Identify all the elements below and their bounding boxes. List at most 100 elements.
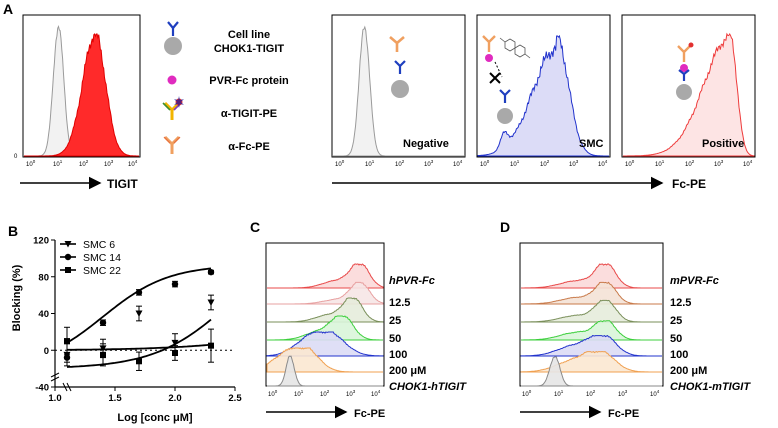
xtick-base: 10	[522, 392, 529, 398]
xtick-base: 10	[294, 392, 301, 398]
ridge-curve-3	[521, 320, 662, 341]
xtick-base: 10	[371, 392, 378, 398]
cell-icon	[497, 108, 513, 124]
svg-text:101: 101	[554, 389, 564, 398]
negative-icons	[389, 36, 409, 98]
svg-text:100: 100	[522, 389, 532, 398]
svg-text:102: 102	[79, 159, 89, 168]
anti-fc-pe-icon	[482, 35, 496, 52]
negative-label: Negative	[403, 138, 449, 150]
xtick-base: 10	[268, 392, 275, 398]
xtick-exp: 0	[33, 159, 36, 164]
xtick-exp: 1	[517, 159, 520, 164]
pe-dye-icon	[688, 42, 694, 48]
panel-c-title: hPVR-Fc	[389, 275, 435, 287]
svg-text:100: 100	[268, 389, 278, 398]
svg-text:102: 102	[395, 159, 405, 168]
pvr-fc-label: PVR-Fc protein	[209, 75, 289, 87]
svg-text:100: 100	[335, 159, 345, 168]
ridge-curve-4	[520, 334, 662, 357]
xtick-exp: 1	[301, 389, 304, 394]
xtick-exp: 1	[662, 159, 665, 164]
xtick-exp: 4	[657, 389, 660, 394]
fit-curve-smc-22	[67, 343, 212, 351]
smc-histogram: SMC	[476, 14, 611, 158]
xtick-base: 10	[569, 162, 576, 168]
panel-d-curves	[520, 263, 662, 387]
xtick-base: 10	[335, 162, 342, 168]
small-molecule-icon	[499, 37, 531, 59]
xtick-base: 10	[320, 392, 327, 398]
svg-text:103: 103	[569, 159, 579, 168]
positive-label: Positive	[702, 138, 744, 150]
binding-line	[494, 61, 503, 78]
data-point-smc-22	[100, 351, 106, 358]
xtick-base: 10	[424, 162, 431, 168]
xtick-exp: 0	[342, 159, 345, 164]
svg-text:101: 101	[655, 159, 665, 168]
panel-label-a: A	[3, 1, 13, 17]
xtick-exp: 2	[547, 159, 550, 164]
xtick-base: 10	[346, 392, 353, 398]
panel-d-xticks: 100 101 102 103 104	[522, 389, 660, 398]
cell-icon	[391, 80, 409, 98]
svg-text:103: 103	[424, 159, 434, 168]
pvr-fc-icon	[485, 54, 493, 62]
data-point-smc-22	[172, 350, 178, 357]
chart-ytick-label: -40	[35, 383, 49, 394]
svg-text:104: 104	[128, 159, 138, 168]
xtick-base: 10	[625, 162, 632, 168]
panel-d-label-1: 25	[670, 315, 682, 327]
xtick-base: 10	[480, 162, 487, 168]
xtick-base: 10	[79, 162, 86, 168]
tigit-histogram-frame	[22, 14, 141, 158]
panel-d-label-0: 12.5	[670, 297, 691, 309]
tigit-receptor-arms	[394, 60, 406, 68]
smc-curve	[477, 34, 609, 157]
ridge-curve-3	[267, 315, 383, 341]
xtick-exp: 3	[111, 159, 114, 164]
data-point-smc-14	[207, 268, 215, 276]
svg-text:101: 101	[365, 159, 375, 168]
pvr-fc-icon	[167, 75, 177, 85]
svg-text:103: 103	[714, 159, 724, 168]
pvr-fc-icon	[680, 64, 688, 72]
svg-text:101: 101	[294, 389, 304, 398]
xtick-base: 10	[453, 162, 460, 168]
legend-marker	[64, 253, 72, 261]
chart-xtick-label: 2.5	[228, 393, 242, 404]
svg-text:103: 103	[346, 389, 356, 398]
chart-x-break	[62, 382, 72, 392]
panel-c-label-2: 50	[389, 333, 401, 345]
positive-curve	[623, 32, 755, 157]
chart-xtick-label: 1.5	[108, 393, 122, 404]
legend-marker	[64, 241, 72, 248]
panel-c-xticks: 100 101 102 103 104	[268, 389, 381, 398]
tigit-receptor-arms	[678, 69, 690, 76]
anti-fc-pe-label: α-Fc-PE	[228, 141, 270, 153]
negative-xticks: 100 101 102 103 104	[335, 159, 463, 168]
legend: Cell line CHOK1-TIGIT PVR-Fc protein α-T…	[162, 21, 289, 154]
chart-ytick-label: 40	[38, 309, 49, 320]
xtick-base: 10	[743, 162, 750, 168]
chart-ylabel: Blocking (%)	[11, 264, 23, 331]
xtick-base: 10	[510, 162, 517, 168]
xtick-base: 10	[685, 162, 692, 168]
panel-c-curves	[266, 263, 384, 387]
xtick-base: 10	[714, 162, 721, 168]
tigit-positive-curve	[24, 33, 139, 157]
panel-d-xlabel: Fc-PE	[608, 408, 639, 420]
xtick-base: 10	[26, 162, 33, 168]
ridge-curve-5	[266, 347, 383, 373]
ridge-curve-2	[267, 297, 384, 323]
fit-curve-smc-14	[66, 267, 212, 344]
ridge-curve-1	[521, 281, 662, 305]
panel-c-cell-label: CHOK1-hTIGIT	[389, 381, 467, 393]
ridge-curve-6	[521, 356, 662, 387]
xtick-exp: 2	[692, 159, 695, 164]
xtick-base: 10	[554, 392, 561, 398]
xtick-exp: 1	[60, 159, 63, 164]
xtick-exp: 2	[402, 159, 405, 164]
panel-label-c: C	[250, 219, 260, 235]
